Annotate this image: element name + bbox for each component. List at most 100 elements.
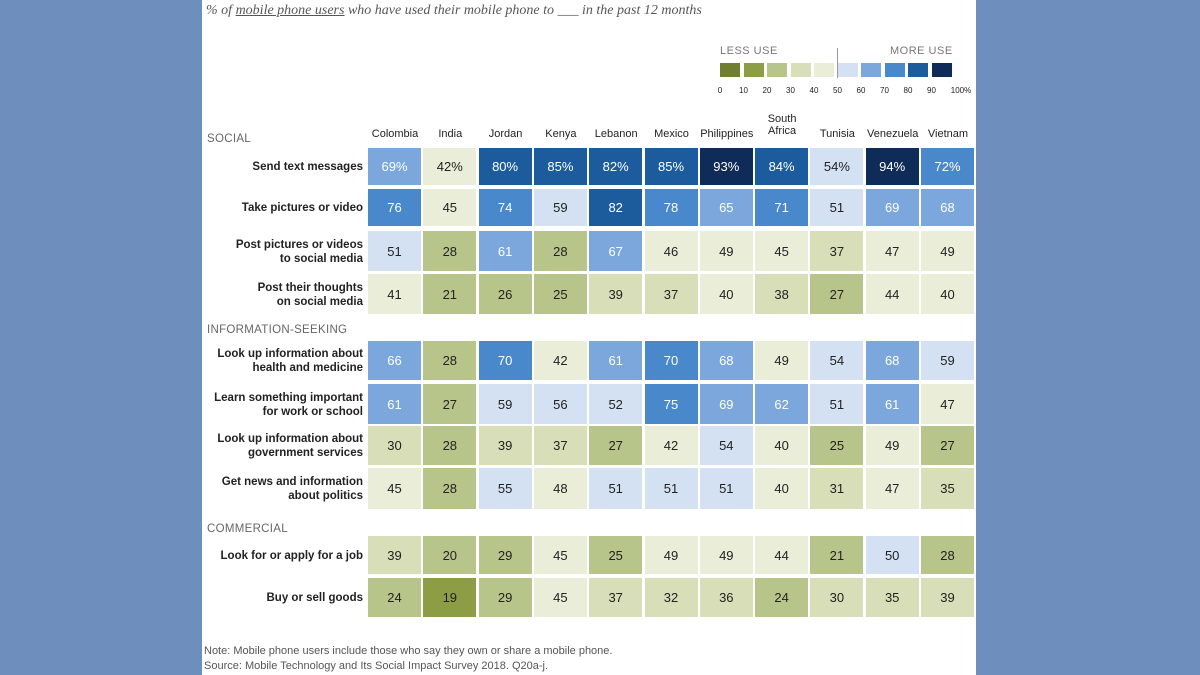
subtitle-underlined: mobile phone users [235,3,345,18]
heatmap-cell: 32 [644,578,698,617]
heatmap-cell: 44 [755,536,809,574]
heatmap-cell: 93% [699,148,753,185]
row-label-text: Look for or apply for a job [220,549,363,562]
column-header: South Africa [767,113,797,137]
heatmap-cell: 74 [478,189,532,226]
heatmap-cell: 51 [699,468,753,509]
row-label: Buy or sell goods [202,578,364,618]
heatmap-cell: 52 [589,384,643,424]
row-label-text: Buy or sell goods [266,592,364,604]
heatmap-cell: 28 [921,536,974,574]
heatmap-cell: 67 [589,231,643,271]
heatmap-cell: 75 [644,384,698,424]
legend-tick-label: 20 [762,86,772,95]
heatmap-cell: 39 [368,536,421,574]
heatmap-cell: 27 [423,384,477,424]
column-header: Tunisia [819,128,855,140]
heatmap-cell: 50 [865,536,919,574]
column-header: Venezuela [866,128,919,140]
heatmap-cell: 26 [478,274,532,314]
heatmap-cell: 85% [533,148,587,185]
heatmap-cell: 39 [478,426,532,465]
legend-tick-label: 0 [717,86,723,95]
heatmap-cell: 21 [423,274,477,314]
row-label: Look up information about health and med… [202,341,363,381]
heatmap-cell: 54 [699,426,753,465]
heatmap-cell: 69 [865,189,919,226]
heatmap-cell: 38 [755,274,809,314]
heatmap-cell: 49 [699,536,753,574]
heatmap-cell: 48 [533,468,587,509]
legend-swatch [790,63,811,77]
legend-tick-label: 100% [950,86,972,95]
heatmap-cell: 35 [921,468,974,509]
heatmap-cell: 39 [921,578,974,617]
heatmap-cell: 40 [755,468,809,509]
row-label: Look for or apply for a job [202,536,363,575]
legend-tick-label: 90 [927,86,936,95]
heatmap-cell: 51 [810,384,864,424]
heatmap-cell: 47 [865,468,919,509]
heatmap-cell: 29 [478,536,532,574]
section-label: COMMERCIAL [207,523,288,535]
heatmap-cell: 61 [865,384,919,424]
heatmap-cell: 27 [810,274,864,314]
section-label: SOCIAL [207,133,251,145]
heatmap-cell: 31 [810,468,864,509]
row-label: Take pictures or video [202,189,363,227]
heatmap-cell: 76 [368,189,421,226]
legend-swatch [767,63,787,77]
heatmap-cell: 40 [921,274,974,314]
heatmap-cell: 68 [921,189,974,226]
footnote: Note: Mobile phone users include those w… [204,645,613,657]
legend-swatch [837,63,858,77]
heatmap-cell: 42 [644,426,698,465]
heatmap-cell: 59 [478,384,532,424]
row-label-text: Post pictures or videos to social media [235,238,363,265]
heatmap-cell: 94% [865,148,919,185]
heatmap-cell: 71 [755,189,809,226]
heatmap-cell: 28 [423,231,477,271]
legend-tick-label: 70 [880,86,889,95]
heatmap-cell: 40 [699,274,753,314]
heatmap-cell: 28 [423,426,477,465]
heatmap-cell: 20 [423,536,477,574]
row-label: Post their thoughts on social media [202,274,363,315]
heatmap-cell: 37 [644,274,698,314]
heatmap-cell: 42% [423,148,477,185]
heatmap-cell: 49 [644,536,698,574]
heatmap-cell: 85% [644,148,698,185]
heatmap-cell: 49 [755,341,809,380]
heatmap-cell: 46 [644,231,698,271]
heatmap-cell: 59 [533,189,587,226]
heatmap-cell: 84% [755,148,809,185]
heatmap-cell: 51 [810,189,864,226]
heatmap-cell: 27 [921,426,974,465]
heatmap-cell: 47 [865,231,919,271]
heatmap-cell: 70 [478,341,532,380]
heatmap-cell: 28 [423,468,477,509]
legend-tick-label: 80 [903,86,913,95]
row-label-text: Get news and information about politics [221,476,363,502]
heatmap-cell: 36 [699,578,753,617]
heatmap-cell: 65 [699,189,753,226]
legend-tick-label: 60 [856,86,866,95]
heatmap-cell: 25 [533,274,587,314]
heatmap-cell: 44 [865,274,919,314]
legend-swatch [814,63,834,77]
heatmap-cell: 30 [368,426,421,465]
legend-tick-label: 10 [739,86,748,95]
heatmap-cell: 54% [810,148,864,185]
heatmap-cell: 40 [755,426,809,465]
heatmap-cell: 24 [755,578,809,617]
heatmap-cell: 24 [368,578,421,617]
heatmap-cell: 21 [810,536,864,574]
heatmap-cell: 68 [699,341,753,380]
heatmap-cell: 29 [478,578,532,617]
row-label: Send text messages [202,148,363,186]
row-label-text: Take pictures or video [241,202,363,214]
heatmap-cell: 55 [478,468,532,509]
heatmap-cell: 28 [423,341,477,380]
heatmap-cell: 49 [699,231,753,271]
heatmap-cell: 25 [589,536,643,574]
